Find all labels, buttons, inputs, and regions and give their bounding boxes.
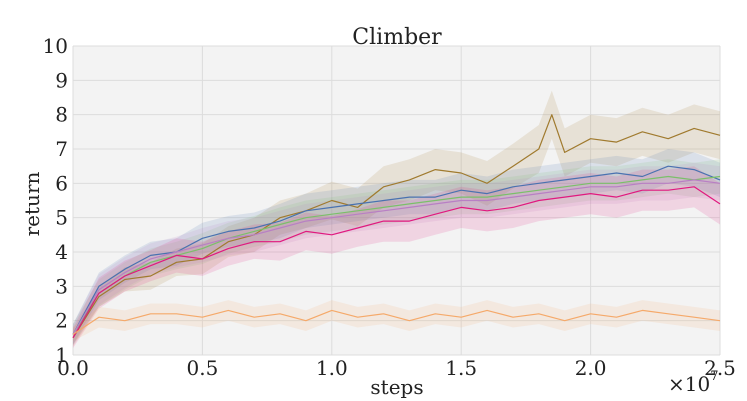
series-band-3 — [73, 162, 720, 345]
x-tick-label: 1.5 — [445, 356, 477, 380]
y-tick-label: 8 — [55, 103, 68, 127]
plot-background — [73, 46, 720, 355]
y-tick-label: 9 — [55, 68, 68, 92]
y-axis-label: return — [20, 172, 44, 237]
series-line-2 — [72, 175, 721, 335]
series-line-5 — [72, 309, 721, 335]
y-tick-label: 4 — [55, 240, 68, 264]
series-band-4 — [73, 166, 720, 349]
series-line-3 — [72, 179, 721, 335]
x-tick-label: 2.5 — [704, 356, 736, 380]
x-tick-label: 0.5 — [186, 356, 218, 380]
x-axis-label: steps — [370, 375, 423, 399]
y-tick-label: 3 — [55, 274, 68, 298]
y-tick-label: 7 — [55, 137, 68, 161]
y-tick-label: 1 — [55, 343, 68, 367]
y-tick-label: 2 — [55, 309, 68, 333]
x-multiplier-exponent: 7 — [710, 369, 718, 384]
x-multiplier-base: ×10 — [668, 372, 710, 396]
x-tick-label: 1.0 — [316, 356, 348, 380]
x-tick-labels: 0.0 0.5 1.0 1.5 2.0 2.5 — [57, 356, 736, 380]
series-line-0 — [72, 114, 721, 339]
series-line-4 — [72, 186, 721, 339]
y-tick-label: 5 — [55, 206, 68, 230]
x-tick-label: 0.0 — [57, 356, 89, 380]
chart-title: Climber — [352, 25, 442, 50]
x-multiplier-label: ×107 — [668, 369, 719, 396]
series-line-1 — [72, 165, 721, 335]
y-tick-label: 10 — [43, 34, 68, 58]
x-tick-label: 2.0 — [575, 356, 607, 380]
series-band-5 — [73, 300, 720, 342]
y-tick-labels: 1 2 3 4 5 6 7 8 9 10 — [43, 34, 68, 367]
series-lines — [72, 114, 721, 339]
grid — [72, 45, 721, 356]
series-band-0 — [73, 90, 720, 347]
y-tick-label: 6 — [55, 171, 68, 195]
